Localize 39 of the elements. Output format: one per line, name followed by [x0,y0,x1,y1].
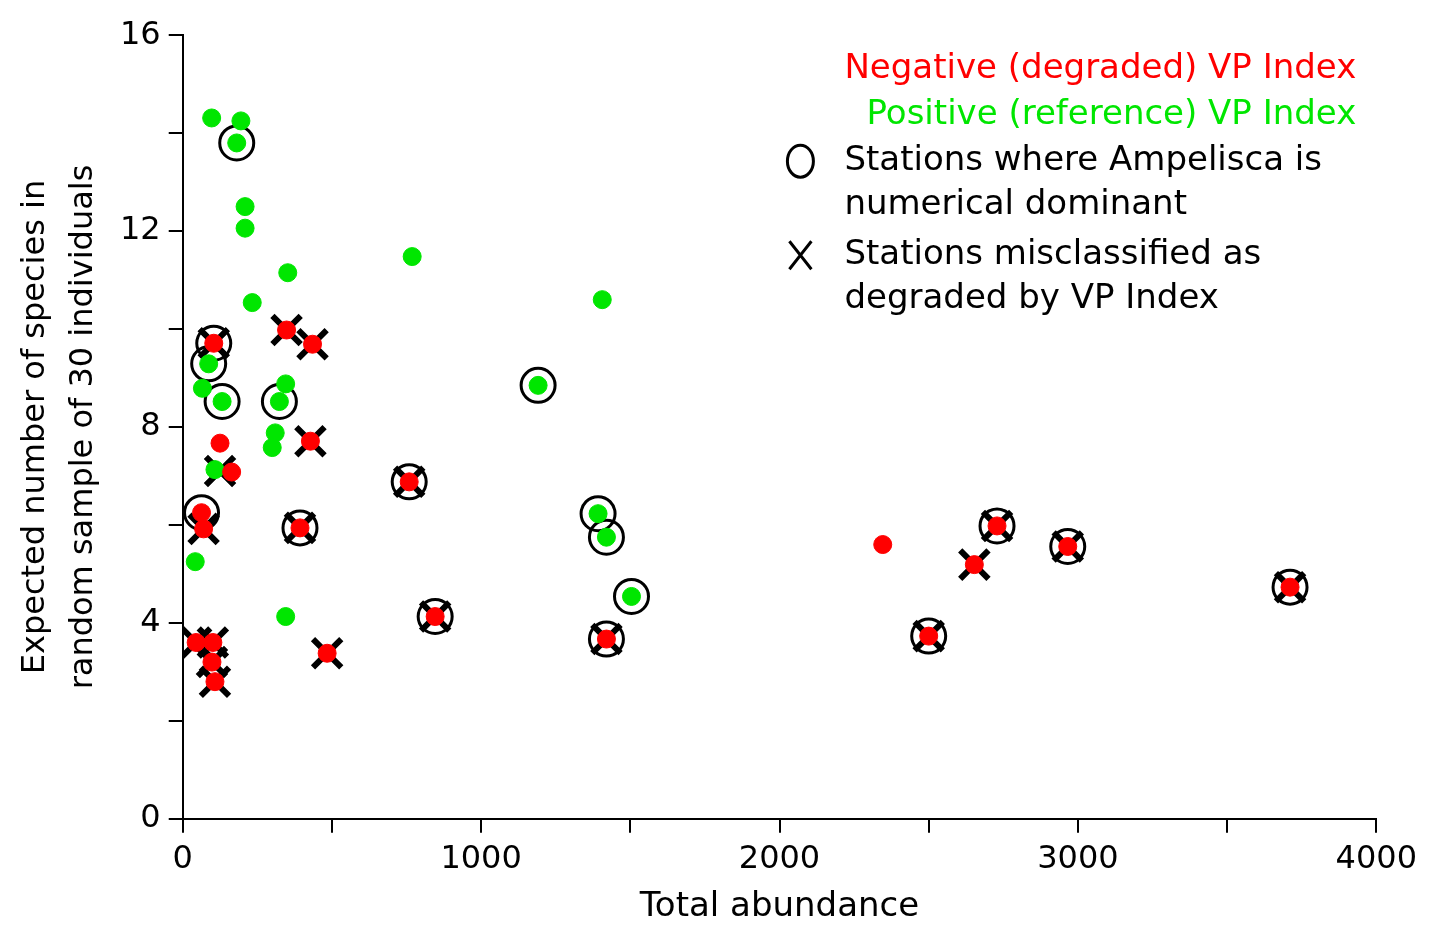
y-axis-title: Expected number of species in random sample of 30 individuals [14,164,101,690]
point [218,124,256,162]
point [192,378,212,398]
point [185,552,205,572]
x-tick-label: 4000 [1335,838,1417,877]
point [235,218,255,238]
point [587,518,625,556]
point [242,293,262,313]
y-tick-label: 8 [140,405,161,444]
y-tick-label: 12 [120,209,161,248]
point [190,345,228,383]
point [235,197,255,217]
y-tick-label: 16 [120,13,161,52]
point [402,247,422,267]
point [579,495,617,533]
x-tick-label: 1000 [440,838,522,877]
text: Positive (reference) VP Index [866,92,1357,133]
point [183,494,221,532]
point [592,290,612,310]
x-axis-title: Total abundance [638,884,920,925]
point [613,577,650,615]
y-tick-label: 4 [140,601,161,640]
point [278,263,298,283]
x-tick-label: 3000 [1037,838,1119,877]
x-tick-label: 2000 [738,838,821,877]
text: Negative (degraded) VP Index [844,46,1357,87]
legend-label: Stations where Ampelisca is numerical dominant [844,138,1323,223]
point [231,111,251,131]
point [203,383,241,421]
point [205,460,225,480]
point [276,607,296,627]
point [519,366,557,404]
point [260,383,298,421]
legend-label: Stations misclassified as degraded by VP Index [844,232,1262,317]
x-tick-label: 0 [172,838,193,877]
point [202,108,222,128]
point [262,438,282,458]
y-tick-label: 0 [140,797,161,836]
point [276,374,296,394]
